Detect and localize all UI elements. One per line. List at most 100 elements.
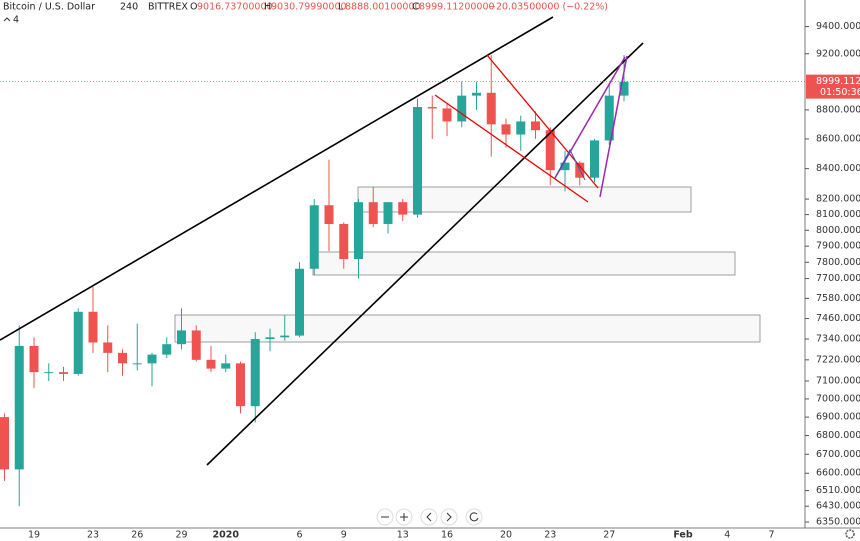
- ohlc-value: 8888.00100000: [345, 2, 421, 13]
- candle-body: [472, 92, 481, 96]
- x-tick-label: 9: [341, 530, 347, 541]
- zone-box: [312, 251, 736, 276]
- candle-body: [531, 121, 540, 131]
- y-tick-label: 7000.00000000: [816, 393, 860, 404]
- candle-body: [501, 124, 511, 135]
- candle-body: [29, 345, 39, 373]
- trend-lines: [0, 16, 644, 466]
- candle-body: [206, 359, 216, 369]
- y-tick-label: 6900.00000000: [816, 412, 860, 423]
- icon: [469, 512, 479, 522]
- settings[interactable]: [845, 529, 855, 539]
- icon: [446, 512, 452, 522]
- candle-body: [324, 205, 334, 224]
- candle-body: [442, 108, 452, 122]
- change: −20.03500000 (−0.22%): [488, 2, 608, 13]
- y-tick-label: 7220.00000000: [816, 354, 860, 365]
- candle-body: [280, 335, 290, 338]
- y-tick-label: 8000.00000000: [816, 225, 860, 236]
- scroll-right[interactable]: [440, 508, 458, 526]
- x-tick-label: 6: [296, 530, 302, 541]
- exchange: BITTREX: [148, 2, 188, 13]
- candle-body: [590, 140, 599, 178]
- y-tick-label: 8100.00000000: [816, 209, 860, 220]
- x-tick-label: 27: [603, 530, 615, 541]
- candle-body: [339, 223, 349, 260]
- x-tick-label: 16: [441, 530, 453, 541]
- x-tick-label: 2020: [213, 530, 240, 541]
- x-tick-label: 19: [28, 530, 40, 541]
- candle-body: [250, 339, 260, 407]
- trend-line: [554, 56, 626, 179]
- candle-body: [14, 345, 24, 470]
- candle-body: [516, 121, 526, 135]
- candle-body: [486, 92, 496, 125]
- trend-line: [599, 55, 628, 198]
- y-tick-label: 6800.00000000: [816, 430, 860, 441]
- ohlc-value: 8999.11200000: [419, 2, 495, 13]
- countdown: 01:50:36: [820, 87, 860, 98]
- y-tick-label: 6350.00000000: [816, 517, 860, 528]
- time-labels: 19 23 26 29 2020 6 9 13 16 20 23 27 Feb 4 7: [28, 530, 775, 541]
- y-tick-label: 7700.00000000: [816, 273, 860, 284]
- candle-body: [368, 202, 378, 224]
- candle-body: [132, 363, 142, 365]
- icon: [426, 512, 432, 522]
- candle-body: [162, 344, 172, 355]
- candle-body: [604, 95, 614, 141]
- candle-body: [221, 363, 231, 369]
- trend-line: [0, 16, 554, 341]
- scroll-left[interactable]: [420, 508, 438, 526]
- y-tick-label: 8800.00000000: [816, 104, 860, 115]
- candle-body: [354, 202, 363, 260]
- x-tick-label: 26: [131, 530, 143, 541]
- candle-body: [265, 337, 275, 340]
- x-tick-label: 23: [87, 530, 99, 541]
- candle-body: [413, 107, 422, 215]
- collapse-icon[interactable]: [3, 17, 11, 22]
- x-tick-label: Feb: [673, 530, 693, 541]
- ohlc-label: O: [190, 2, 197, 13]
- y-tick-label: 6430.00000000: [816, 501, 860, 512]
- pattern-line: [554, 148, 586, 181]
- candle-body: [457, 95, 467, 122]
- zone-box: [174, 314, 761, 343]
- candle-body: [560, 162, 570, 171]
- zone-box: [357, 186, 692, 213]
- y-tick-label: 8200.00000000: [816, 194, 860, 205]
- candle-body: [147, 354, 157, 364]
- candle-body: [88, 311, 98, 343]
- y-tick-label: 9200.00000000: [816, 48, 860, 59]
- price-labels: 9400.00000000 9200.00000000 8800.00000000 8…: [805, 21, 860, 528]
- x-tick-label: 23: [544, 530, 556, 541]
- reset[interactable]: [465, 508, 483, 526]
- last-price-box: [806, 74, 860, 99]
- trend-line: [434, 94, 589, 203]
- candle-body: [191, 330, 201, 360]
- trend-line: [486, 54, 599, 189]
- candle-body: [236, 363, 245, 407]
- candles: [0, 55, 629, 507]
- y-tick-label: 7100.00000000: [816, 376, 860, 387]
- candle-body: [619, 81, 629, 96]
- indicator-count: 4: [13, 15, 19, 26]
- candle-body: [59, 372, 68, 374]
- candle-body: [427, 107, 437, 109]
- symbol: Bitcoin / U.S. Dollar: [3, 2, 95, 13]
- y-tick-label: 6600.00000000: [816, 468, 860, 479]
- x-tick-label: 13: [397, 530, 409, 541]
- y-tick-label: 7340.00000000: [816, 334, 860, 345]
- x-tick-label: 7: [768, 530, 774, 541]
- candle-body: [44, 372, 54, 374]
- candle-body: [383, 202, 393, 224]
- x-tick-label: 4: [724, 530, 730, 541]
- y-tick-label: 7580.00000000: [816, 293, 860, 304]
- y-tick-label: 9400.00000000: [816, 21, 860, 32]
- ohlc-value: 9016.73700000: [197, 2, 273, 13]
- header: Bitcoin / U.S. Dollar 240 BITTREX O 9016.…: [3, 2, 608, 26]
- y-tick-label: 8400.00000000: [816, 163, 860, 174]
- ohlc-label: L: [338, 2, 344, 13]
- y-tick-label: 6700.00000000: [816, 449, 860, 460]
